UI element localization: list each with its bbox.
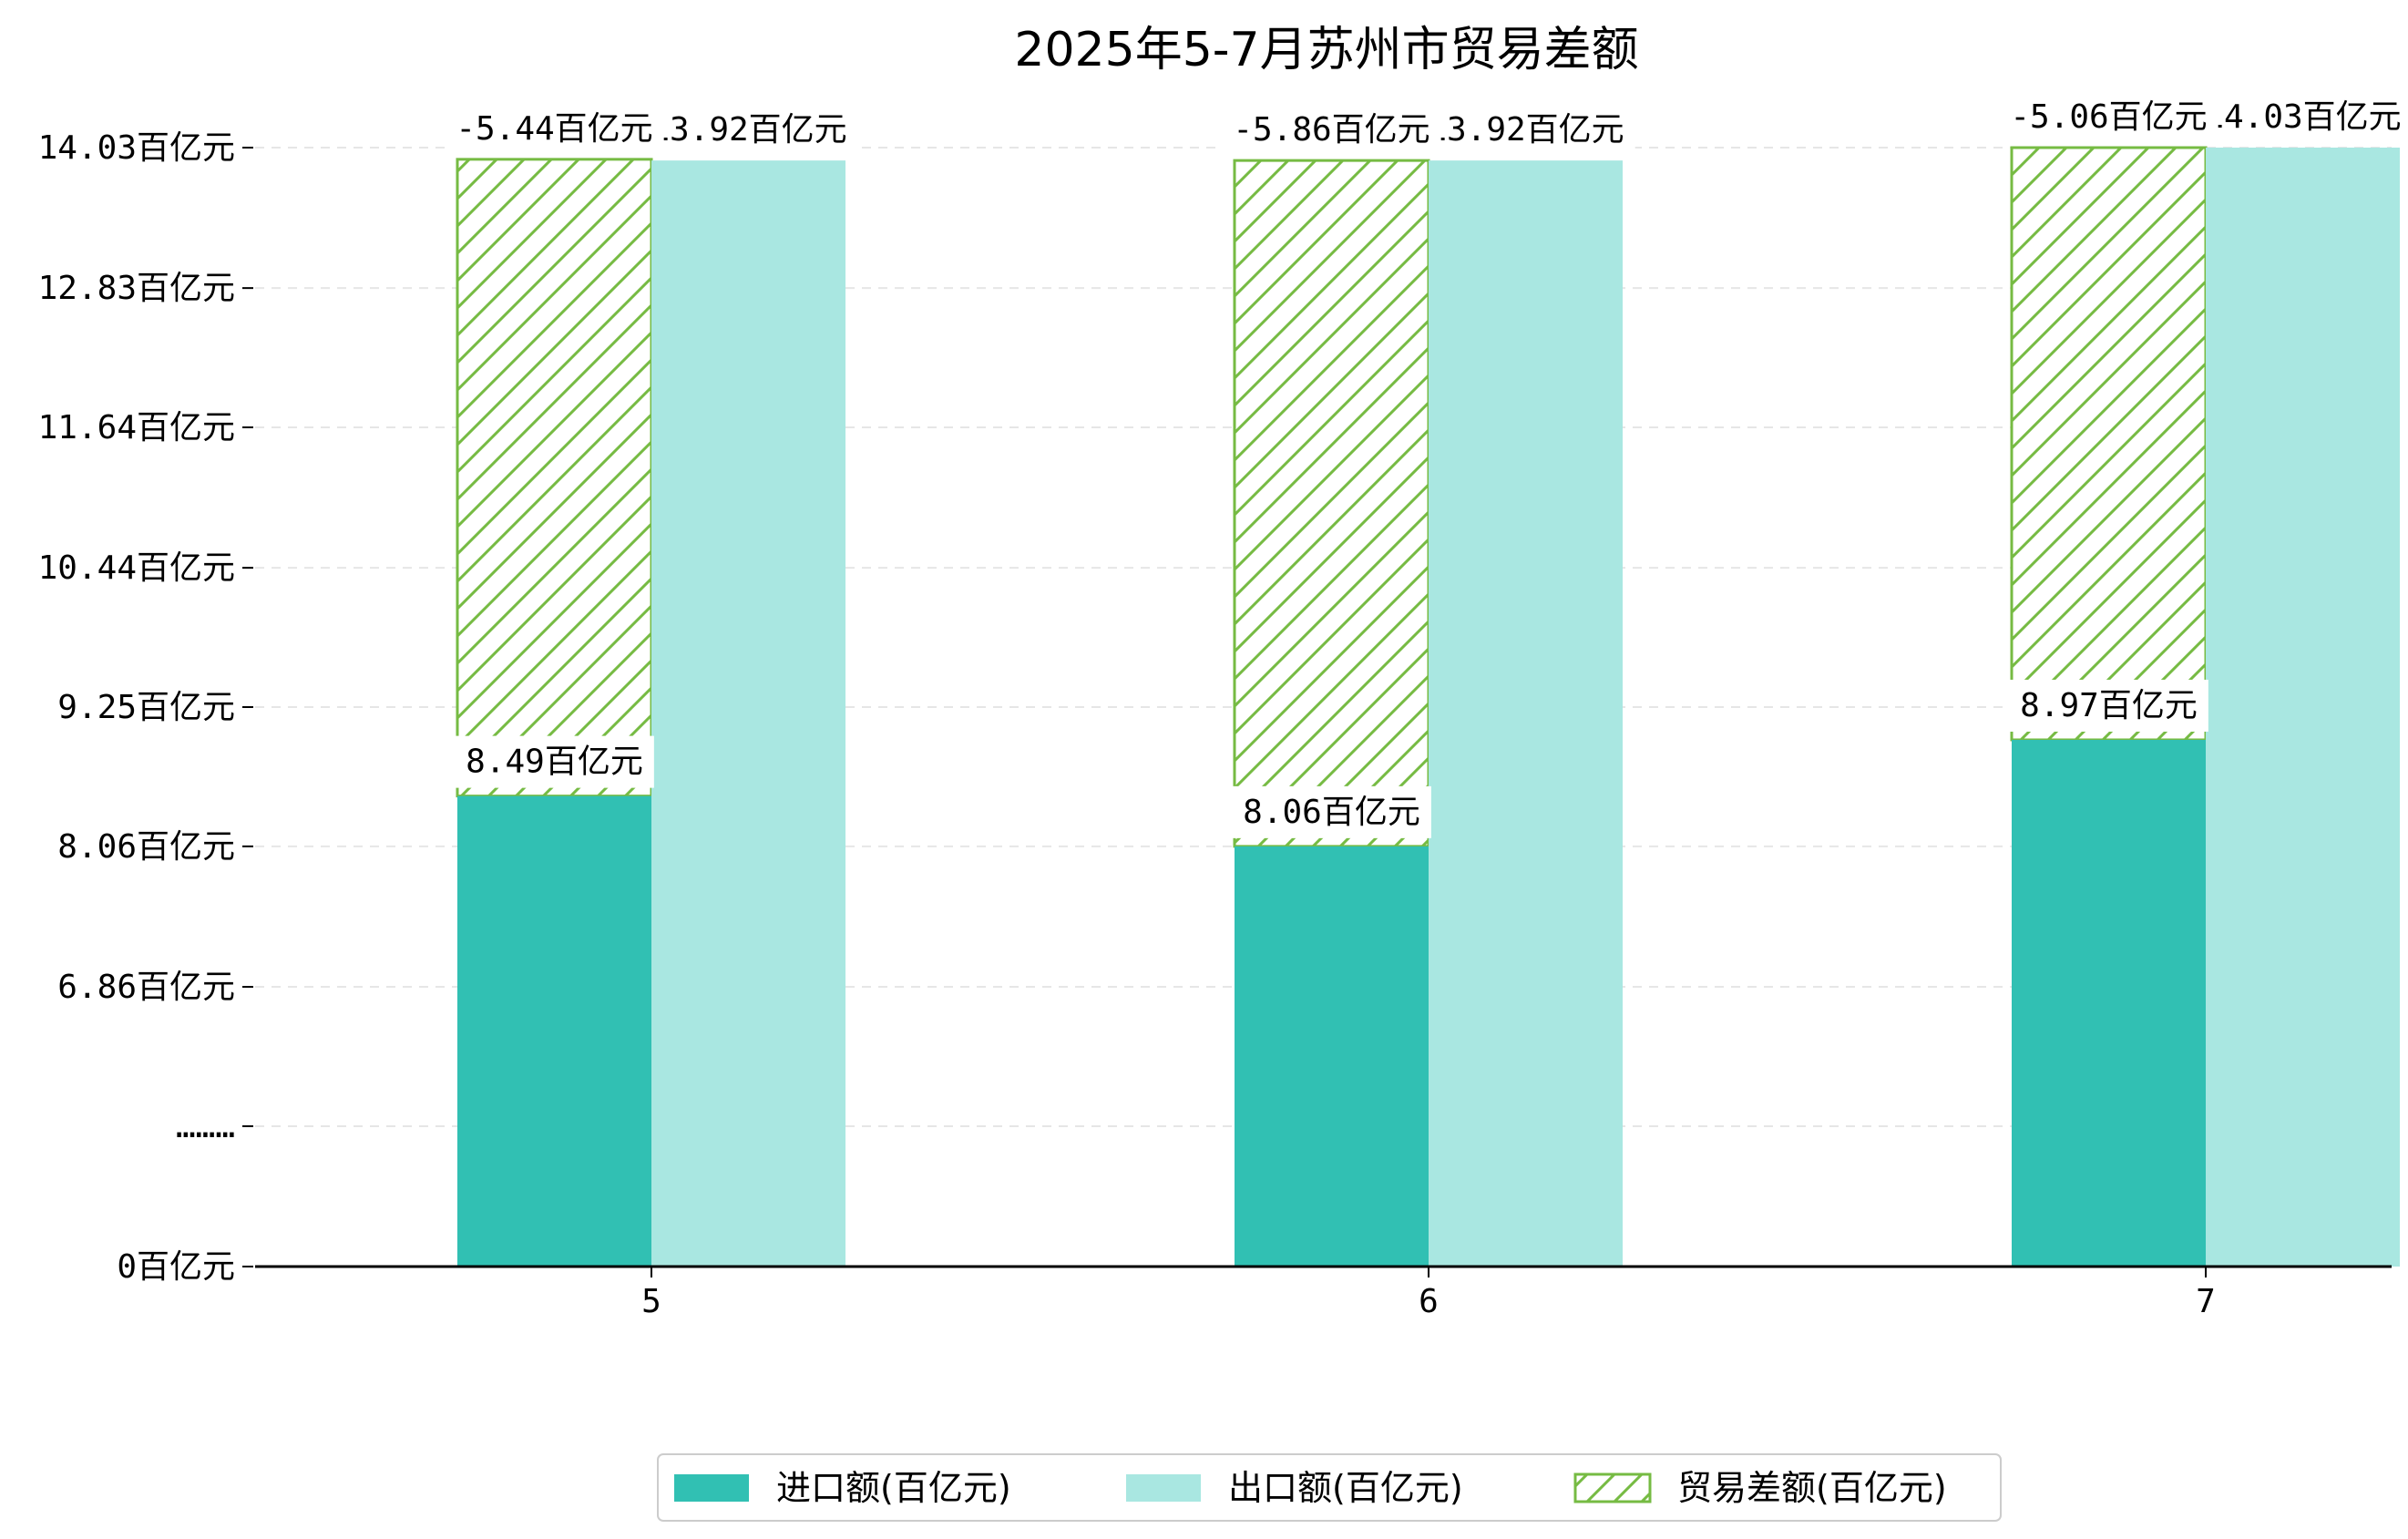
x-tick-label: 6 xyxy=(1419,1283,1439,1320)
legend-label: 贸易差额(百亿元) xyxy=(1677,1468,1947,1508)
export-value-label-bg xyxy=(2193,91,2408,143)
import-bar xyxy=(457,795,651,1267)
x-tick-label: 5 xyxy=(641,1283,661,1320)
y-tick-label: ……… xyxy=(176,1108,235,1145)
import-value-label-text: 8.49百亿元 xyxy=(466,744,643,781)
x-tick-label: 7 xyxy=(2196,1283,2216,1320)
legend-item-import: 进口额(百亿元) xyxy=(674,1468,1011,1508)
export-bar xyxy=(2206,148,2400,1267)
y-tick-label: 11.64百亿元 xyxy=(38,409,235,446)
export-value-label: 14.03百亿元 xyxy=(2193,91,2408,143)
import-value-label: 8.97百亿元 xyxy=(2009,679,2208,732)
export-value-label-text: 13.92百亿元 xyxy=(1427,111,1624,149)
import-value-label: 8.06百亿元 xyxy=(1232,785,1431,838)
data-labels: 13.92百亿元-5.44百亿元8.49百亿元13.92百亿元-5.86百亿元8… xyxy=(445,91,2408,838)
y-tick-label: 8.06百亿元 xyxy=(57,828,235,866)
export-value-label-bg xyxy=(639,104,858,157)
axes: 0百亿元 ……… 6.86百亿元 8.06百亿元 9.25百亿元 10.44百亿元 11.6… xyxy=(38,129,2392,1320)
y-tick-label: 12.83百亿元 xyxy=(38,270,235,307)
balance-value-label-bg xyxy=(1999,91,2218,143)
export-bar xyxy=(651,160,845,1267)
legend-swatch xyxy=(1573,1472,1652,1503)
legend-swatch xyxy=(674,1474,749,1502)
legend-item-export: 出口额(百亿元) xyxy=(1126,1468,1463,1508)
import-value-label-bg xyxy=(1232,785,1431,838)
trade-balance-bar xyxy=(2010,146,2208,742)
y-tick-label: 0百亿元 xyxy=(117,1248,235,1286)
export-value-label-bg xyxy=(1416,104,1635,157)
balance-value-label: -5.86百亿元 xyxy=(1222,104,1441,157)
export-bar xyxy=(1429,160,1623,1267)
export-value-label: 13.92百亿元 xyxy=(639,104,858,157)
legend-item-balance: 贸易差额(百亿元) xyxy=(1573,1468,1947,1508)
balance-value-label-text: -5.86百亿元 xyxy=(1233,111,1429,149)
import-value-label-text: 8.06百亿元 xyxy=(1243,794,1420,831)
trade-balance-bar xyxy=(456,158,653,798)
balance-value-label: -5.44百亿元 xyxy=(445,102,664,155)
y-tick-label: 9.25百亿元 xyxy=(57,689,235,726)
import-value-label-bg xyxy=(455,735,654,788)
legend-box xyxy=(657,1453,2002,1522)
legend: 进口额(百亿元) 出口额(百亿元) 贸易差额(百亿元) xyxy=(657,1453,2002,1522)
import-bar xyxy=(1235,846,1429,1267)
export-value-label: 13.92百亿元 xyxy=(1416,104,1635,157)
legend-swatch xyxy=(1126,1474,1201,1502)
import-value-label-bg xyxy=(2009,679,2208,732)
y-tick-label: 14.03百亿元 xyxy=(38,129,235,167)
trade-balance-bar xyxy=(1233,159,1430,848)
balance-value-label-text: -5.44百亿元 xyxy=(456,110,652,148)
import-value-label-text: 8.97百亿元 xyxy=(2020,687,2198,724)
balance-value-label-bg xyxy=(1222,104,1441,157)
export-value-label-text: 13.92百亿元 xyxy=(650,111,846,149)
legend-label: 进口额(百亿元) xyxy=(776,1468,1011,1508)
balance-value-label: -5.06百亿元 xyxy=(1999,91,2218,143)
import-bar xyxy=(2012,739,2206,1267)
export-value-label-text: 14.03百亿元 xyxy=(2204,98,2401,136)
legend-label: 出口额(百亿元) xyxy=(1228,1468,1463,1508)
import-value-label: 8.49百亿元 xyxy=(455,735,654,788)
y-tick-label: 6.86百亿元 xyxy=(57,969,235,1006)
y-tick-label: 10.44百亿元 xyxy=(38,549,235,587)
balance-value-label-text: -5.06百亿元 xyxy=(2010,98,2207,136)
chart-title: 2025年5-7月苏州市贸易差额 xyxy=(1014,23,1638,77)
balance-value-label-bg xyxy=(445,102,664,155)
bars xyxy=(456,146,2400,1267)
